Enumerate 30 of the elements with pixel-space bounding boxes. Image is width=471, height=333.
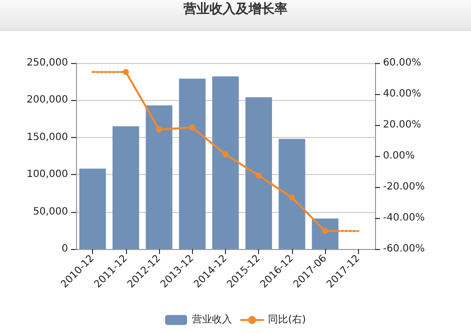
y2-tick-label: 40.00% (383, 88, 422, 100)
bar (278, 138, 306, 249)
y-tick-label: 50,000 (33, 206, 68, 218)
bar (245, 97, 272, 249)
y2-tick-label: -40.00% (383, 212, 425, 224)
point (122, 68, 129, 75)
y2-tick-label: 60.00% (383, 58, 422, 68)
bar (112, 126, 140, 249)
point (222, 151, 228, 158)
y-tick-label: 150,000 (26, 132, 68, 143)
y-tick-label: 250,000 (26, 58, 68, 68)
point (288, 194, 295, 201)
legend-label: 同比(右) (268, 314, 306, 326)
y2-tick-label: 0.00% (383, 150, 415, 162)
y-tick-label: 200,000 (26, 94, 68, 106)
y2-tick-label: -20.00% (383, 182, 425, 192)
y-tick-label: 0 (62, 244, 68, 254)
point (256, 172, 262, 179)
point (156, 126, 162, 132)
chart-title: 营业收入及增长率 (0, 0, 471, 31)
point (189, 124, 196, 130)
y2-tick-label: -60.00% (383, 244, 425, 254)
legend-label: 营业收入 (192, 314, 232, 326)
bar (178, 78, 206, 249)
bar (212, 76, 239, 249)
point (322, 228, 328, 234)
bar (146, 105, 172, 249)
y-tick-label: 100,000 (26, 169, 68, 180)
y2-tick-label: 20.00% (383, 120, 422, 130)
bar (79, 168, 106, 249)
